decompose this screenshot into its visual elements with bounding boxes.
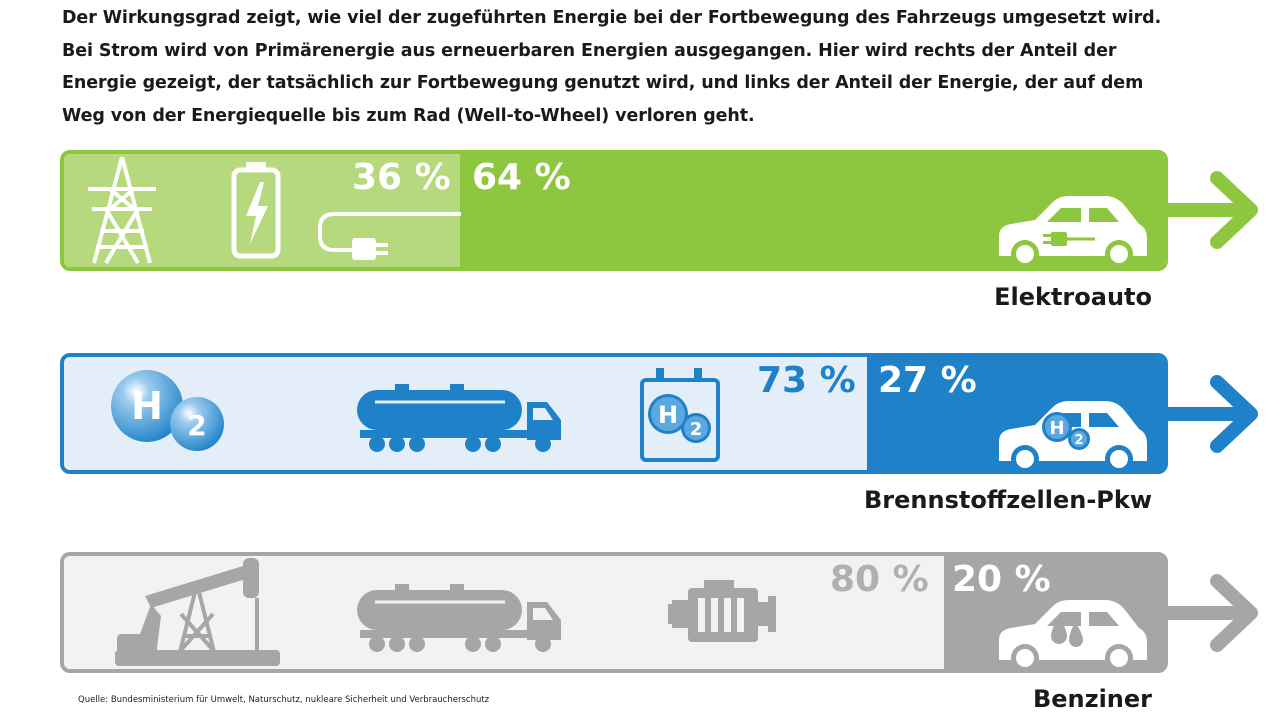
vehicle-label-elektroauto: Elektroauto bbox=[994, 283, 1152, 311]
intro-text: Der Wirkungsgrad zeigt, wie viel der zug… bbox=[62, 8, 1162, 126]
power-pylon-icon bbox=[88, 156, 156, 265]
electric-car-icon bbox=[999, 196, 1147, 268]
svg-text:H: H bbox=[131, 384, 163, 428]
oil-pump-icon bbox=[115, 558, 280, 666]
svg-text:2: 2 bbox=[690, 419, 703, 440]
svg-text:H: H bbox=[1049, 418, 1064, 439]
loss-percent-label: 73 % bbox=[757, 360, 856, 401]
plug-icon bbox=[318, 212, 461, 260]
engine-icon bbox=[668, 580, 776, 642]
tanker-truck-icon bbox=[357, 584, 561, 652]
hydrogen-tank-icon: H 2 bbox=[640, 368, 720, 462]
source-note: Quelle: Bundesministerium für Umwelt, Na… bbox=[78, 695, 490, 705]
svg-text:H: H bbox=[658, 401, 678, 429]
svg-text:2: 2 bbox=[187, 409, 206, 442]
arrow-right-icon bbox=[1165, 171, 1258, 249]
efficiency-bar-brennstoffzellen bbox=[60, 353, 1168, 474]
used-percent-label: 64 % bbox=[472, 157, 571, 198]
loss-percent-label: 80 % bbox=[830, 559, 929, 600]
battery-icon bbox=[231, 162, 281, 259]
vehicle-label-benziner: Benziner bbox=[1032, 685, 1152, 713]
fuel-car-icon bbox=[999, 600, 1147, 672]
hydrogen-car-icon: H 2 bbox=[999, 401, 1147, 473]
tanker-truck-icon bbox=[357, 384, 561, 452]
arrow-right-icon bbox=[1165, 375, 1258, 453]
arrow-right-icon bbox=[1165, 574, 1258, 652]
vehicle-label-brennstoffzellen: Brennstoffzellen-Pkw bbox=[863, 486, 1152, 514]
svg-text:2: 2 bbox=[1074, 433, 1083, 448]
loss-percent-label: 36 % bbox=[352, 157, 451, 198]
used-percent-label: 27 % bbox=[878, 360, 977, 401]
used-percent-label: 20 % bbox=[952, 559, 1051, 600]
hydrogen-molecule-icon: H 2 bbox=[111, 370, 224, 451]
